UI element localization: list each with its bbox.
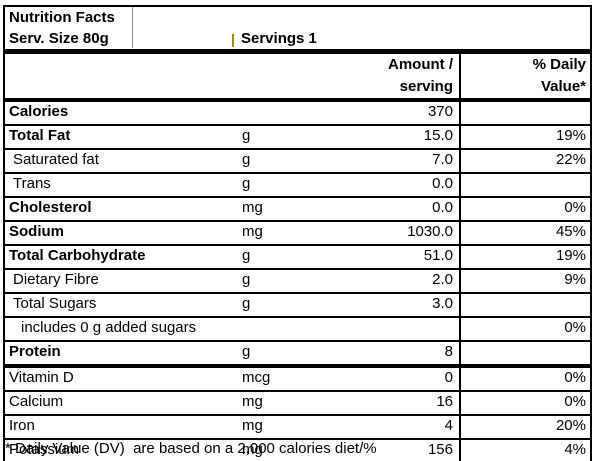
nutrient-unit: g xyxy=(242,343,251,360)
nutrient-name: Vitamin D xyxy=(9,369,74,386)
nutrient-unit: mg xyxy=(242,393,263,410)
row-iron: Iron mg 4 20% xyxy=(5,416,590,440)
nutrient-name: includes 0 g added sugars xyxy=(21,319,197,336)
amount-value: 3.0 xyxy=(302,294,461,316)
nutrient-unit: mg xyxy=(242,441,263,458)
nutrition-facts-table: Nutrition Facts Serv. Size 80g Servings … xyxy=(3,5,592,461)
row-trans-fat: Trans g 0.0 xyxy=(5,174,590,198)
amount-value: 156 xyxy=(302,440,461,461)
amount-value: 51.0 xyxy=(302,246,461,268)
row-cholesterol: Cholesterol mg 0.0 0% xyxy=(5,198,590,222)
label-header: Nutrition Facts Serv. Size 80g Servings … xyxy=(5,7,590,54)
daily-value: 9% xyxy=(564,271,586,288)
daily-value: 0% xyxy=(564,199,586,216)
nutrient-name: Potassium xyxy=(9,441,80,458)
cell-gridline xyxy=(132,7,133,48)
dv-header-line1: % Daily xyxy=(532,56,586,73)
amount-value: 370 xyxy=(302,102,461,124)
nutrient-unit xyxy=(242,102,302,124)
servings-count: Servings 1 xyxy=(241,30,317,47)
daily-value: 45% xyxy=(555,223,586,240)
cell-cursor-artifact xyxy=(232,34,234,47)
amount-value: 0 xyxy=(302,368,461,390)
nutrient-name: Total Fat xyxy=(9,127,71,144)
amount-value: 2.0 xyxy=(302,270,461,292)
empty-header-cell xyxy=(5,54,242,98)
row-calories: Calories 370 xyxy=(5,102,590,126)
nutrient-name: Total Sugars xyxy=(13,295,97,312)
nutrient-unit: g xyxy=(242,271,251,288)
nutrient-unit: mcg xyxy=(242,369,271,386)
nutrient-unit: g xyxy=(242,151,251,168)
row-vitamin-d: Vitamin D mcg 0 0% xyxy=(5,368,590,392)
nutrient-unit: g xyxy=(242,175,251,192)
empty-header-cell xyxy=(242,54,302,98)
row-potassium: Potassium mg 156 4% xyxy=(5,440,590,461)
nutrient-unit: g xyxy=(242,295,251,312)
row-calcium: Calcium mg 16 0% xyxy=(5,392,590,416)
row-total-fat: Total Fat g 15.0 19% xyxy=(5,126,590,150)
daily-value xyxy=(461,342,590,364)
amount-column-header: Amount / serving xyxy=(302,54,461,98)
amount-value: 16 xyxy=(302,392,461,414)
amount-value: 4 xyxy=(302,416,461,438)
daily-value: 22% xyxy=(555,151,586,168)
amount-value: 0.0 xyxy=(302,174,461,196)
nutrient-name: Trans xyxy=(13,175,51,192)
daily-value-column-header: % Daily Value* xyxy=(461,54,590,98)
dv-header-line2: Value* xyxy=(540,78,586,95)
daily-value xyxy=(461,102,590,124)
daily-value-footnote: * Daily Value (DV) are based on a 2,000 … xyxy=(5,440,377,457)
nutrient-unit: g xyxy=(242,127,251,144)
row-added-sugars: includes 0 g added sugars 0% xyxy=(5,318,590,342)
nutrient-name: Iron xyxy=(9,417,35,434)
nutrient-unit: mg xyxy=(242,417,263,434)
label-title: Nutrition Facts xyxy=(9,9,115,26)
nutrient-unit xyxy=(242,318,302,340)
nutrient-name: Sodium xyxy=(9,223,64,240)
nutrient-name: Calories xyxy=(9,103,69,120)
daily-value: 4% xyxy=(564,441,586,458)
serving-size: Serv. Size 80g xyxy=(9,30,109,47)
daily-value xyxy=(461,294,590,316)
daily-value: 20% xyxy=(555,417,586,434)
nutrient-name: Protein xyxy=(9,343,61,360)
daily-value: 0% xyxy=(564,369,586,386)
amount-value: 15.0 xyxy=(302,126,461,148)
nutrient-unit: mg xyxy=(242,199,263,216)
daily-value: 0% xyxy=(564,393,586,410)
row-total-sugars: Total Sugars g 3.0 xyxy=(5,294,590,318)
amount-value xyxy=(302,318,461,340)
amount-value: 1030.0 xyxy=(302,222,461,244)
daily-value xyxy=(461,174,590,196)
daily-value: 0% xyxy=(564,319,586,336)
nutrient-name: Saturated fat xyxy=(13,151,99,168)
nutrient-name: Calcium xyxy=(9,393,64,410)
nutrient-name: Dietary Fibre xyxy=(13,271,99,288)
row-protein: Protein g 8 xyxy=(5,342,590,368)
row-total-carbohydrate: Total Carbohydrate g 51.0 19% xyxy=(5,246,590,270)
nutrient-name: Cholesterol xyxy=(9,199,92,216)
nutrient-unit: mg xyxy=(242,223,263,240)
nutrient-unit: g xyxy=(242,247,251,264)
daily-value: 19% xyxy=(555,127,586,144)
amount-value: 7.0 xyxy=(302,150,461,172)
nutrient-rows: Calories 370 Total Fat g 15.0 19% Satura… xyxy=(5,102,590,461)
row-dietary-fibre: Dietary Fibre g 2.0 9% xyxy=(5,270,590,294)
amount-value: 0.0 xyxy=(302,198,461,220)
column-headers-row: Amount / serving % Daily Value* xyxy=(5,54,590,102)
nutrient-name: Total Carbohydrate xyxy=(9,247,146,264)
row-saturated-fat: Saturated fat g 7.0 22% xyxy=(5,150,590,174)
daily-value: 19% xyxy=(555,247,586,264)
row-sodium: Sodium mg 1030.0 45% xyxy=(5,222,590,246)
amount-header-line2: serving xyxy=(399,78,453,95)
amount-value: 8 xyxy=(302,342,461,364)
amount-header-line1: Amount / xyxy=(388,56,453,73)
